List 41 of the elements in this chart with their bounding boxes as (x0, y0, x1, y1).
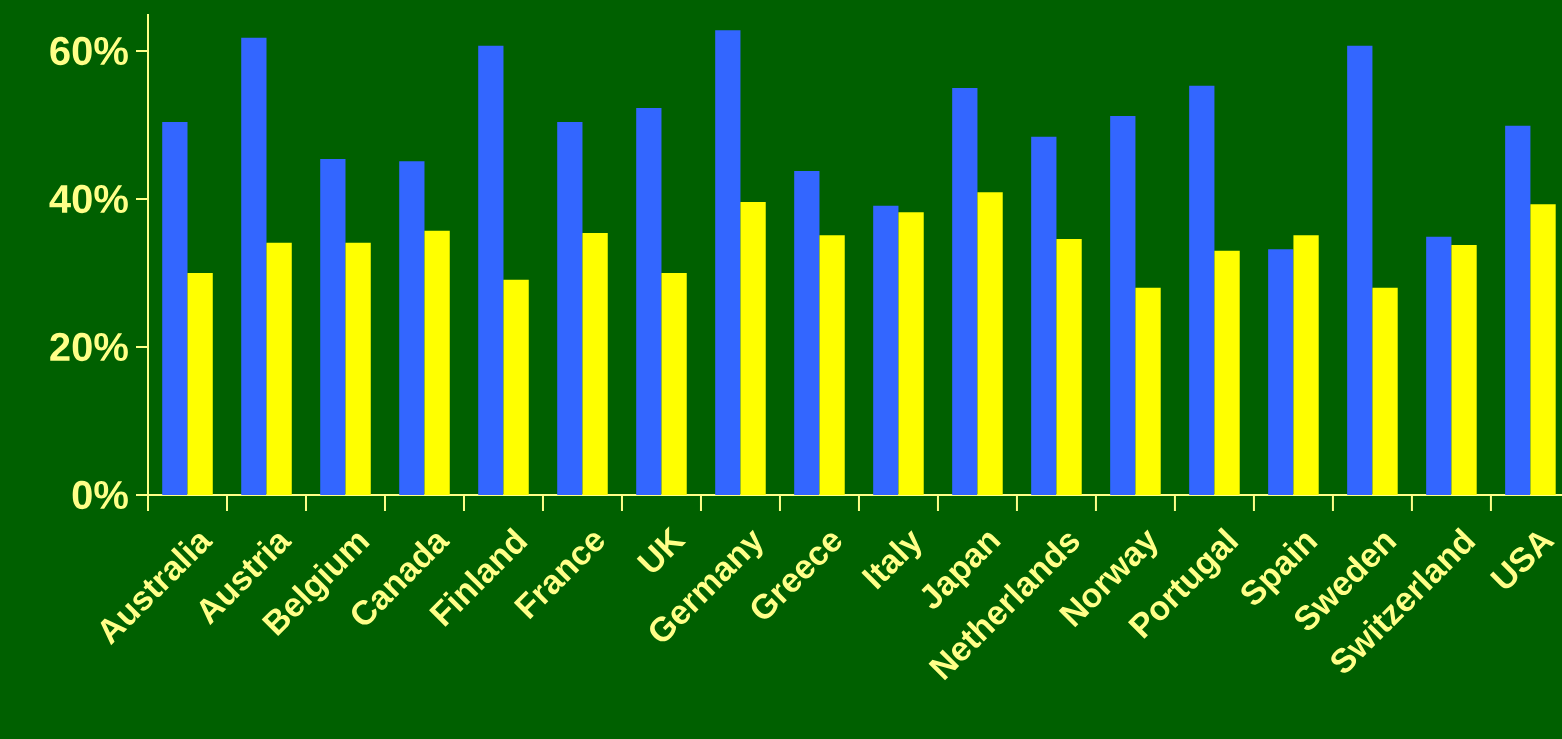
bar (952, 88, 978, 495)
bar (162, 122, 188, 495)
bar (1426, 236, 1452, 495)
bar (187, 273, 213, 495)
bar (266, 242, 292, 495)
y-tick-label: 20% (50, 332, 128, 362)
bar (399, 161, 425, 495)
bar (898, 212, 924, 495)
bar (320, 159, 346, 495)
bar (1347, 45, 1373, 495)
bar (794, 170, 820, 495)
bar (636, 107, 662, 495)
bar (478, 45, 504, 495)
y-tick-label: 0% (72, 480, 128, 510)
bar (1031, 136, 1057, 495)
bar (740, 201, 766, 495)
bar (661, 273, 687, 495)
bar (1056, 238, 1082, 495)
bar (1135, 287, 1161, 495)
y-tick-label: 60% (50, 36, 128, 66)
bar (582, 233, 608, 495)
bar (873, 205, 899, 495)
bar (1293, 235, 1319, 495)
bar (1530, 204, 1556, 495)
bar (1110, 116, 1136, 495)
bar (977, 192, 1003, 495)
bar (503, 279, 529, 495)
bar (345, 242, 371, 495)
bar (241, 37, 267, 495)
bar (557, 122, 583, 495)
bar (1372, 287, 1398, 495)
bar (1214, 250, 1240, 495)
bar (1189, 85, 1215, 495)
bar (424, 230, 450, 495)
bar (1451, 244, 1477, 495)
x-tick-label: USA (1489, 532, 1556, 589)
y-tick-label: 40% (49, 184, 128, 214)
bar (1505, 125, 1531, 495)
bar (715, 30, 741, 495)
bar (1268, 249, 1294, 495)
bar (819, 235, 845, 495)
